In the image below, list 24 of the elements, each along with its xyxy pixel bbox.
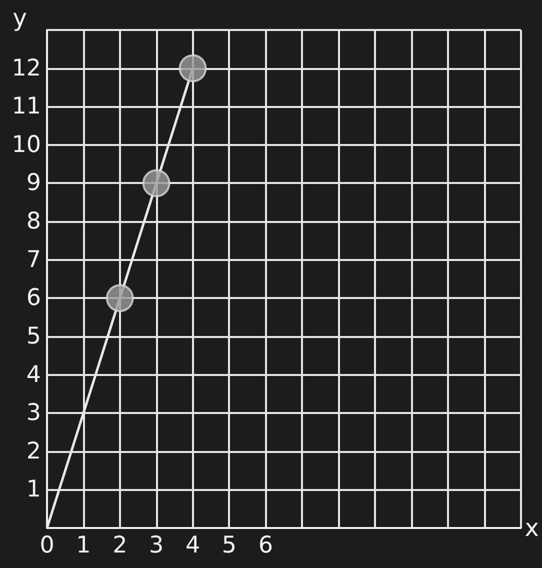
y-tick-label: 7 <box>26 246 41 273</box>
y-tick-label: 3 <box>26 400 41 426</box>
point <box>178 54 207 82</box>
x-axis-title: x <box>524 514 539 542</box>
y-tick-label: 6 <box>26 285 41 312</box>
point <box>106 284 134 312</box>
y-axis-title: y <box>12 4 27 32</box>
y-tick-label: 11 <box>12 94 41 120</box>
y-tick-label: 10 <box>12 132 41 158</box>
y-tick-label: 8 <box>26 208 41 235</box>
point <box>142 169 170 198</box>
y-tick-label: 5 <box>26 323 41 350</box>
x-tick-label: 4 <box>185 532 200 558</box>
x-tick-label: 2 <box>112 532 128 558</box>
x-tick-label: 5 <box>222 532 237 558</box>
y-tick-label: 4 <box>26 362 41 388</box>
x-tick-label: 1 <box>76 532 91 558</box>
x-tick-label: 6 <box>258 532 273 558</box>
y-tick-label: 12 <box>12 55 41 82</box>
x-tick-label: 0 <box>40 532 54 558</box>
y-tick-label: 2 <box>26 438 41 464</box>
x-tick-label: 3 <box>149 532 164 558</box>
y-tick-label: 9 <box>26 170 41 196</box>
y-tick-label: 1 <box>26 476 41 503</box>
